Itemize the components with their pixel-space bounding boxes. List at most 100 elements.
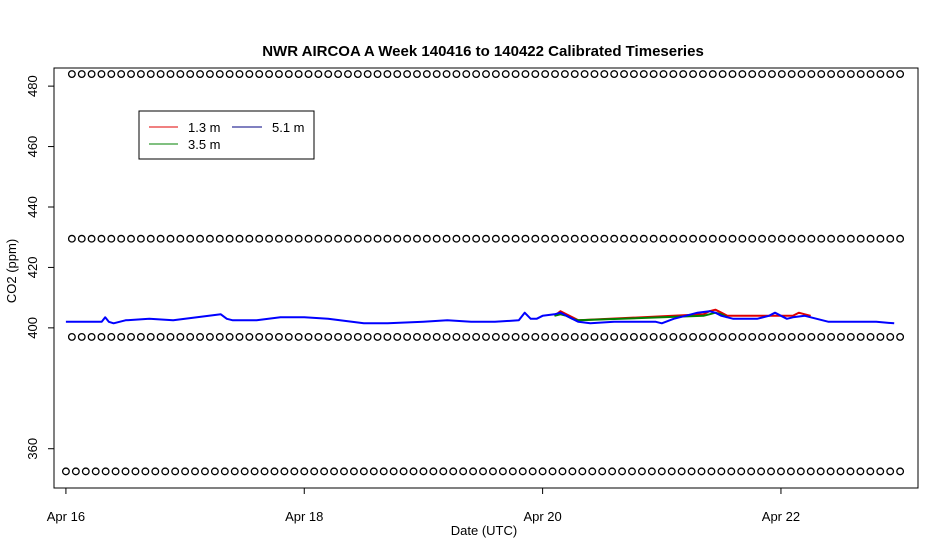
- flag-marker: [403, 332, 412, 341]
- flag-marker: [324, 332, 333, 341]
- flag-marker: [419, 467, 428, 476]
- flag-marker: [886, 467, 895, 476]
- flag-marker: [728, 234, 737, 243]
- flag-marker: [886, 234, 895, 243]
- flag-marker: [186, 332, 195, 341]
- flag-marker: [166, 70, 175, 78]
- flag-marker: [373, 332, 382, 341]
- flag-marker: [757, 467, 766, 476]
- flag-marker: [363, 234, 372, 243]
- flag-markers: [61, 70, 905, 476]
- flag-marker: [580, 332, 589, 341]
- flag-marker: [442, 234, 451, 243]
- plot-frame: [53, 67, 919, 489]
- flag-marker: [687, 467, 696, 476]
- flag-marker: [817, 332, 826, 341]
- flag-marker: [698, 332, 707, 341]
- flag-marker: [846, 467, 855, 476]
- flag-marker: [442, 70, 451, 78]
- flag-marker: [111, 467, 120, 476]
- flag-marker: [196, 70, 205, 78]
- flag-marker: [373, 70, 382, 78]
- flag-marker: [797, 332, 806, 341]
- flag-marker: [379, 467, 388, 476]
- flag-marker: [647, 467, 656, 476]
- flag-marker: [521, 234, 530, 243]
- flag-marker: [171, 467, 180, 476]
- x-tick-label-3: Apr 22: [762, 509, 800, 524]
- flag-marker: [508, 467, 517, 476]
- flag-marker: [369, 467, 378, 476]
- flag-marker: [570, 234, 579, 243]
- flag-marker: [717, 467, 726, 476]
- flag-marker: [363, 332, 372, 341]
- flag-marker: [598, 467, 607, 476]
- flag-marker: [383, 70, 392, 78]
- flag-marker: [117, 234, 126, 243]
- legend-box: [138, 110, 315, 160]
- flag-marker: [551, 70, 559, 78]
- flag-marker: [837, 332, 845, 341]
- flag-marker: [344, 70, 352, 78]
- flag-marker: [856, 467, 865, 476]
- flag-marker: [294, 234, 303, 243]
- flag-marker: [590, 332, 599, 341]
- flag-marker: [353, 332, 362, 341]
- flag-marker: [708, 70, 717, 78]
- flag-marker: [747, 467, 756, 476]
- flag-marker: [610, 332, 619, 341]
- flag-marker: [590, 234, 599, 243]
- flag-marker: [452, 70, 461, 78]
- flag-marker: [235, 332, 244, 341]
- flag-marker: [728, 332, 737, 341]
- flag-marker: [491, 70, 500, 78]
- x-tick-label-0: Apr 16: [47, 509, 85, 524]
- flag-marker: [403, 70, 412, 78]
- flag-marker: [235, 70, 244, 78]
- flag-marker: [521, 332, 530, 341]
- flag-marker: [491, 234, 500, 243]
- flag-marker: [67, 70, 76, 78]
- flag-marker: [578, 467, 587, 476]
- x-tick-label-1: Apr 18: [285, 509, 323, 524]
- flag-marker: [121, 467, 130, 476]
- flag-marker: [422, 332, 431, 341]
- flag-marker: [344, 332, 352, 341]
- flag-marker: [235, 234, 244, 243]
- flag-marker: [161, 467, 170, 476]
- flag-marker: [637, 467, 646, 476]
- flag-marker: [215, 332, 224, 341]
- flag-marker: [210, 467, 219, 476]
- y-axis-label: CO2 (ppm): [4, 239, 19, 303]
- flag-marker: [294, 332, 303, 341]
- flag-marker: [215, 234, 224, 243]
- flag-marker: [77, 332, 86, 341]
- flag-marker: [560, 234, 569, 243]
- flag-marker: [669, 70, 678, 78]
- flag-marker: [669, 234, 678, 243]
- flag-marker: [240, 467, 249, 476]
- flag-marker: [498, 467, 507, 476]
- flag-marker: [432, 234, 441, 243]
- flag-marker: [294, 70, 303, 78]
- series-line-1-3-m: [553, 308, 811, 322]
- flag-marker: [107, 332, 116, 341]
- flag-marker: [807, 234, 816, 243]
- flag-marker: [107, 70, 116, 78]
- flag-marker: [698, 70, 707, 78]
- flag-marker: [677, 467, 686, 476]
- flag-marker: [131, 467, 140, 476]
- flag-marker: [649, 332, 658, 341]
- flag-marker: [304, 332, 313, 341]
- flag-marker: [876, 332, 885, 341]
- flag-marker: [531, 234, 540, 243]
- flag-marker: [817, 234, 826, 243]
- flag-marker: [300, 467, 309, 476]
- legend-label-5-1m: 5.1 m: [272, 120, 305, 135]
- flag-marker: [284, 234, 293, 243]
- flag-marker: [260, 467, 269, 476]
- flag-marker: [866, 234, 875, 243]
- flag-marker: [472, 70, 481, 78]
- flag-marker: [442, 332, 451, 341]
